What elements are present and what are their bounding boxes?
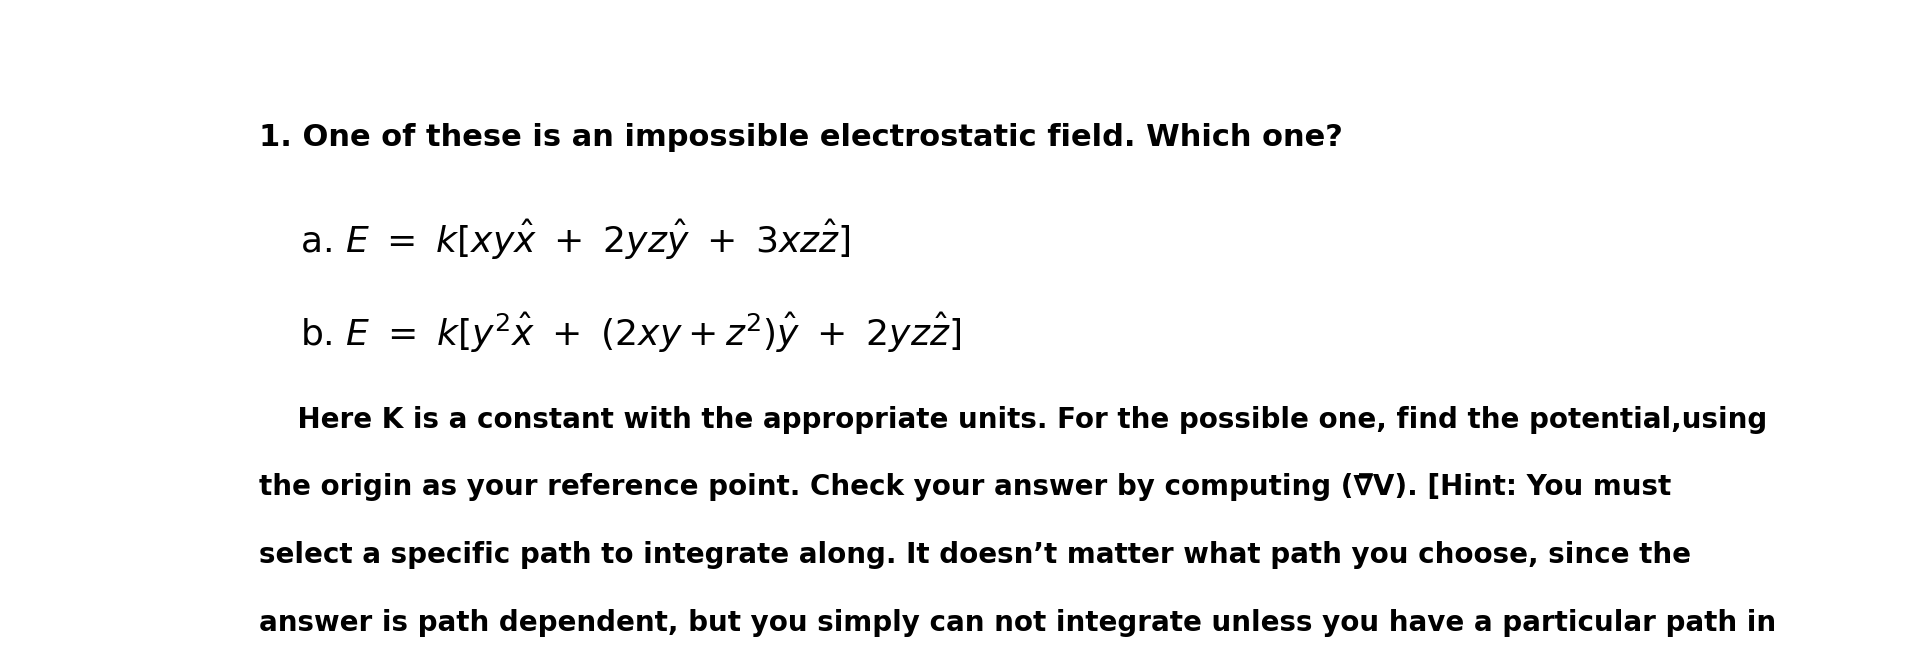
Text: b. $\mathit{E}\ =\ \mathit{k}[\mathit{y}^2\hat{x}\ +\ (\mathit{2xy}+\mathit{z}^2: b. $\mathit{E}\ =\ \mathit{k}[\mathit{y}… — [300, 311, 960, 355]
Text: select a specific path to integrate along. It doesn’t matter what path you choos: select a specific path to integrate alon… — [259, 541, 1692, 569]
Text: answer is path dependent, but you simply can not integrate unless you have a par: answer is path dependent, but you simply… — [259, 608, 1776, 636]
Text: 1. One of these is an impossible electrostatic field. Which one?: 1. One of these is an impossible electro… — [259, 123, 1344, 152]
Text: the origin as your reference point. Check your answer by computing (∇̅V). [Hint:: the origin as your reference point. Chec… — [259, 473, 1672, 501]
Text: Here K is a constant with the appropriate units. For the possible one, find the : Here K is a constant with the appropriat… — [259, 406, 1768, 434]
Text: a. $\mathit{E}\ =\ \mathit{k}[\mathit{xy}\hat{x}\ +\ \mathit{2yz}\hat{y}\ +\ \ma: a. $\mathit{E}\ =\ \mathit{k}[\mathit{xy… — [300, 218, 851, 262]
